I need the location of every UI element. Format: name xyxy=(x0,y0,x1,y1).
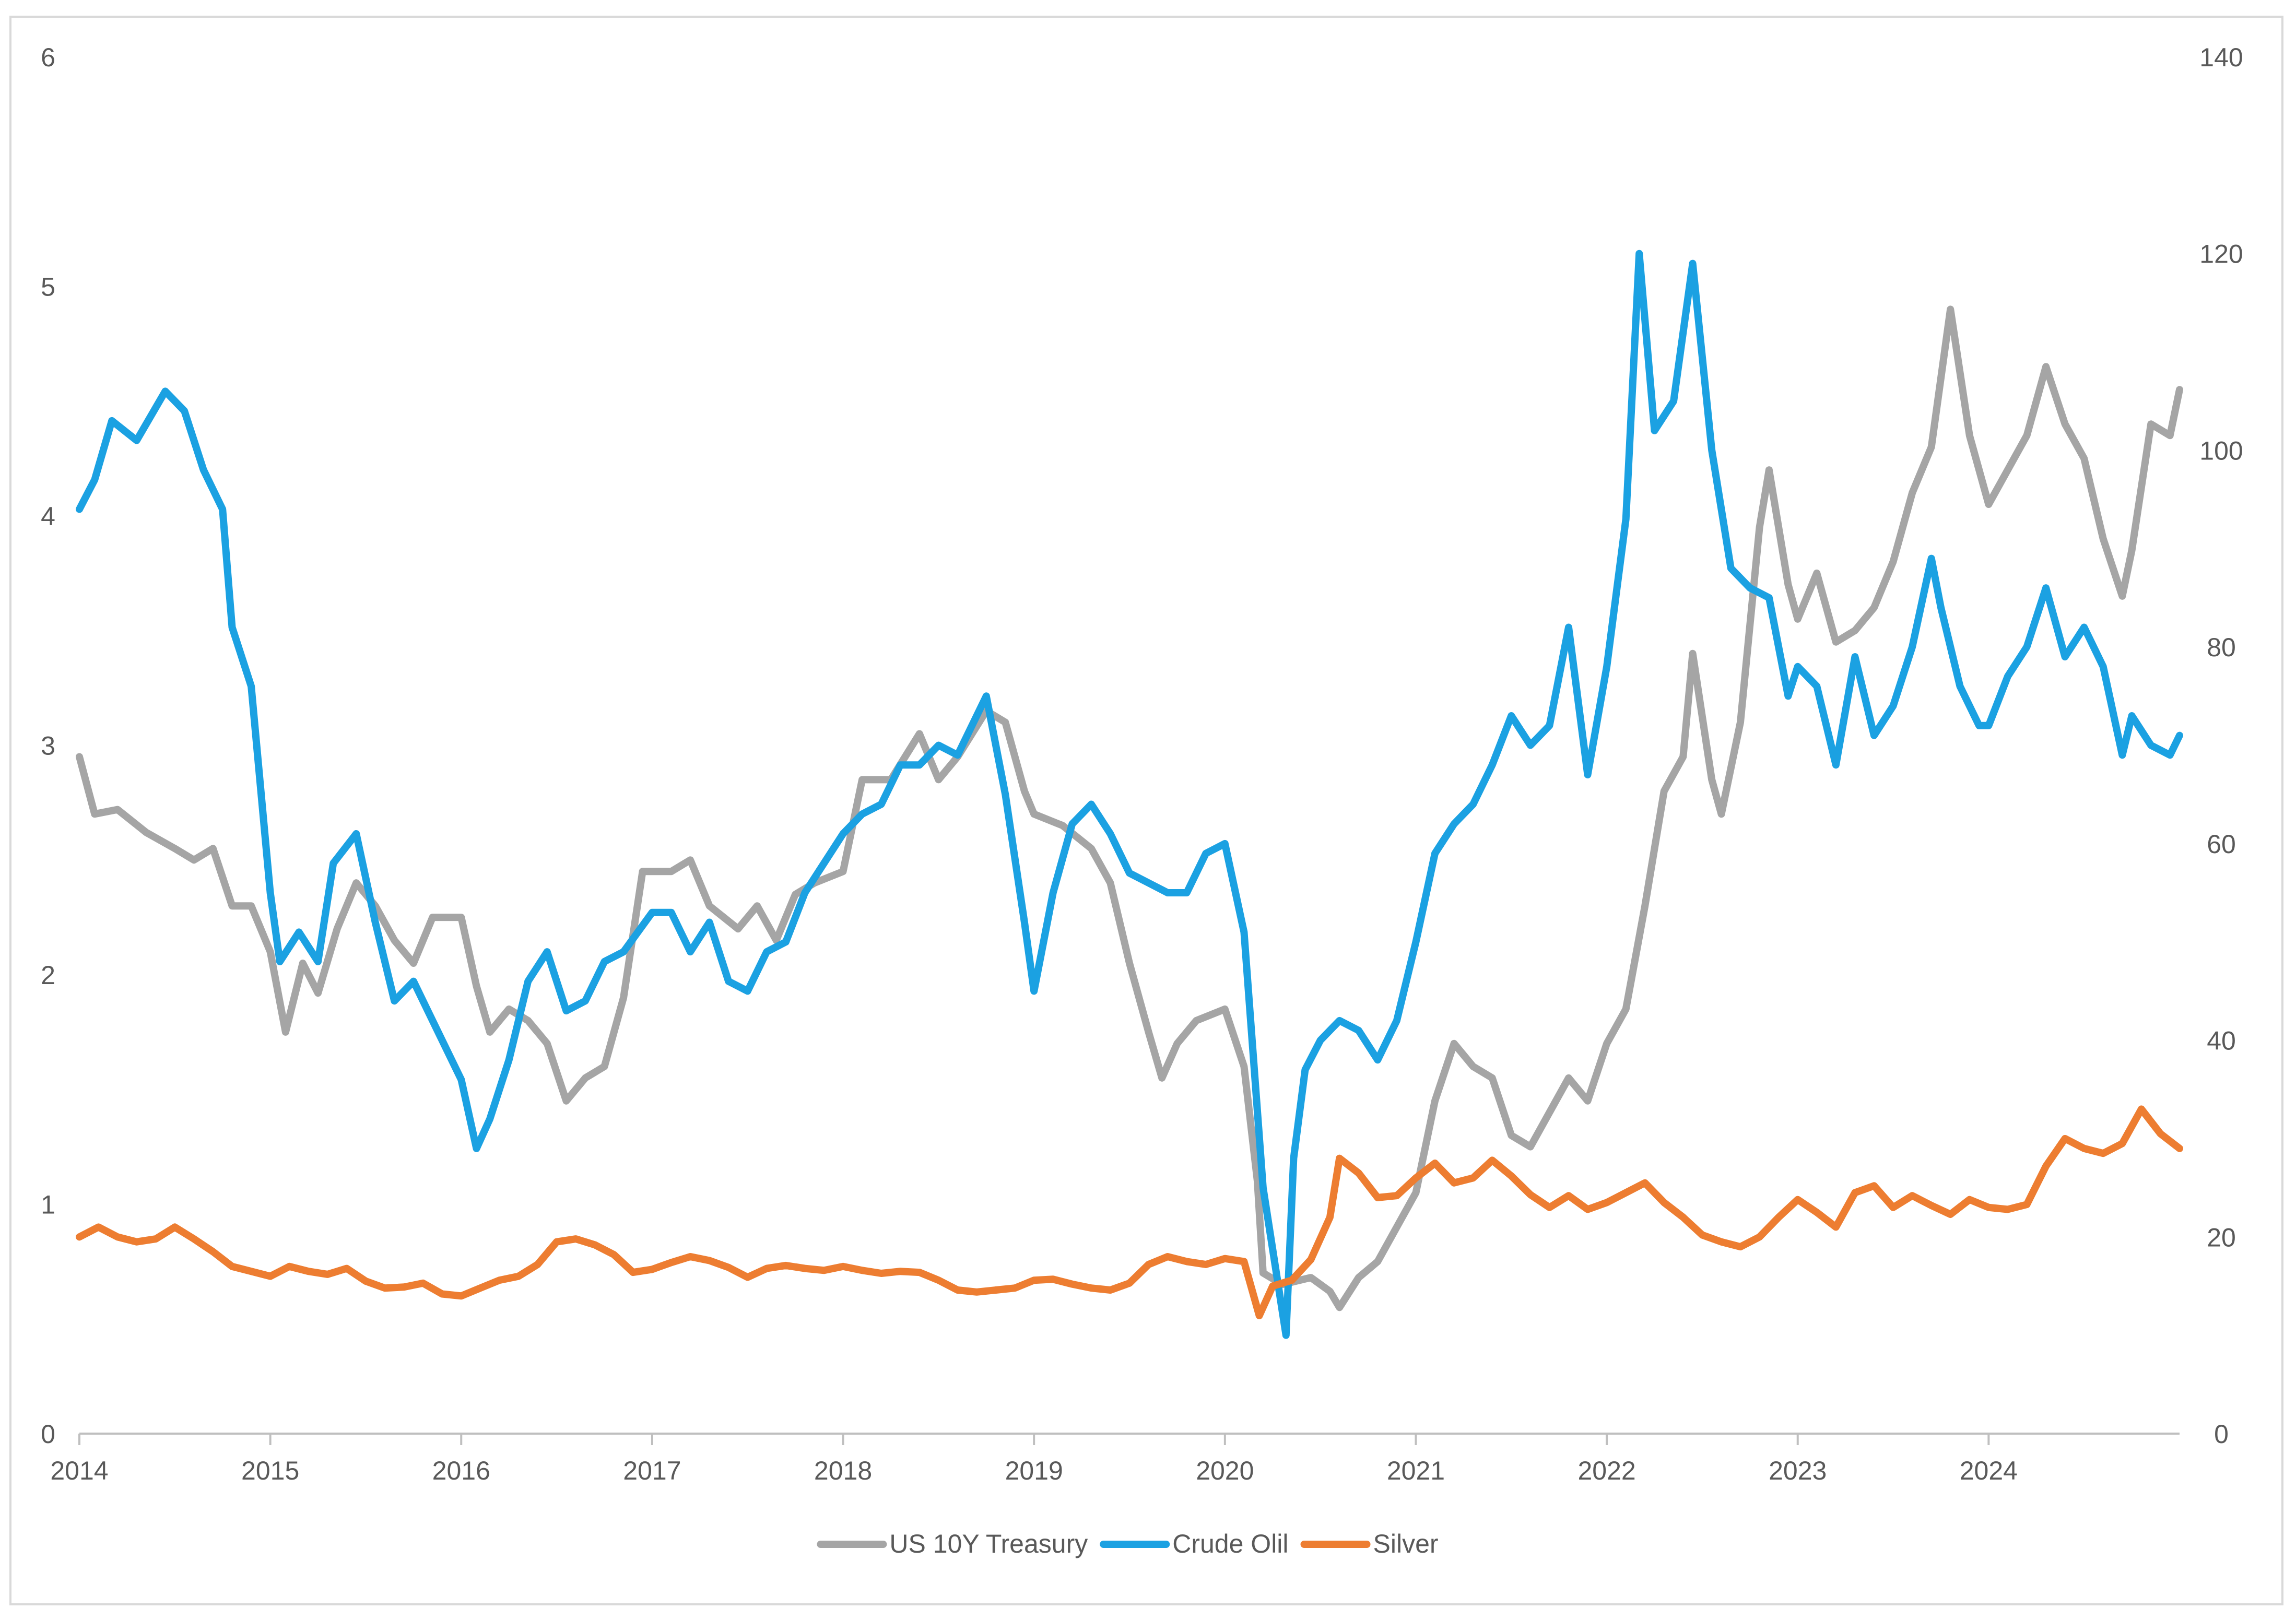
legend-item-crude-olil: Crude Olil xyxy=(1100,1529,1289,1558)
x-tick-label: 2020 xyxy=(1196,1456,1254,1485)
legend-item-us-10y-treasury: US 10Y Treasury xyxy=(817,1529,1088,1558)
axes: 2014 2015 2016 2017 2018 2019 2020 2021 2022 2023… xyxy=(41,43,2243,1485)
legend-item-silver: Silver xyxy=(1300,1529,1439,1558)
y-right-tick-label: 60 xyxy=(2207,830,2236,859)
y-left-tick-label: 1 xyxy=(41,1190,55,1220)
y-left-tick-label: 4 xyxy=(41,502,55,531)
legend-label-silver: Silver xyxy=(1373,1529,1439,1558)
x-tick-label: 2018 xyxy=(814,1456,872,1485)
y-right-tick-label: 120 xyxy=(2199,240,2243,269)
x-tick-label: 2021 xyxy=(1387,1456,1445,1485)
y-right-tick-label: 100 xyxy=(2199,436,2243,465)
y-right-tick-label: 140 xyxy=(2199,43,2243,72)
chart-svg: 2014 2015 2016 2017 2018 2019 2020 2021 2022 2023… xyxy=(41,43,2243,1558)
y-right-tick-label: 80 xyxy=(2207,633,2236,662)
x-tick-label: 2017 xyxy=(623,1456,681,1485)
x-tick-label: 2015 xyxy=(241,1456,299,1485)
y-left-tick-label: 2 xyxy=(41,961,55,990)
y-right-tick-label: 0 xyxy=(2214,1420,2229,1449)
y-left-tick-label: 6 xyxy=(41,43,55,72)
chart-frame: 2014 2015 2016 2017 2018 2019 2020 2021 2022 2023… xyxy=(9,16,2283,1605)
y-left-tick-label: 0 xyxy=(41,1420,55,1449)
y-right-tick-label: 40 xyxy=(2207,1026,2236,1056)
x-tick-label: 2024 xyxy=(1960,1456,2018,1485)
x-tick-label: 2014 xyxy=(50,1456,108,1485)
legend-label-us-10y-treasury: US 10Y Treasury xyxy=(889,1529,1088,1558)
series-line-silver xyxy=(76,1105,2183,1319)
y-right-tick-label: 20 xyxy=(2207,1223,2236,1252)
series-line-us-10y-treasury xyxy=(76,305,2183,1311)
x-tick-label: 2023 xyxy=(1769,1456,1827,1485)
x-tick-label: 2016 xyxy=(432,1456,490,1485)
y-left-tick-label: 3 xyxy=(41,731,55,761)
series-line-crude-olil xyxy=(76,250,2183,1339)
legend-label-crude-olil: Crude Olil xyxy=(1172,1529,1288,1558)
series-lines xyxy=(76,250,2183,1339)
y-left-tick-label: 5 xyxy=(41,273,55,302)
x-tick-label: 2019 xyxy=(1005,1456,1063,1485)
x-tick-label: 2022 xyxy=(1577,1456,1635,1485)
legend: US 10Y Treasury Crude Olil Silver xyxy=(817,1529,1439,1558)
